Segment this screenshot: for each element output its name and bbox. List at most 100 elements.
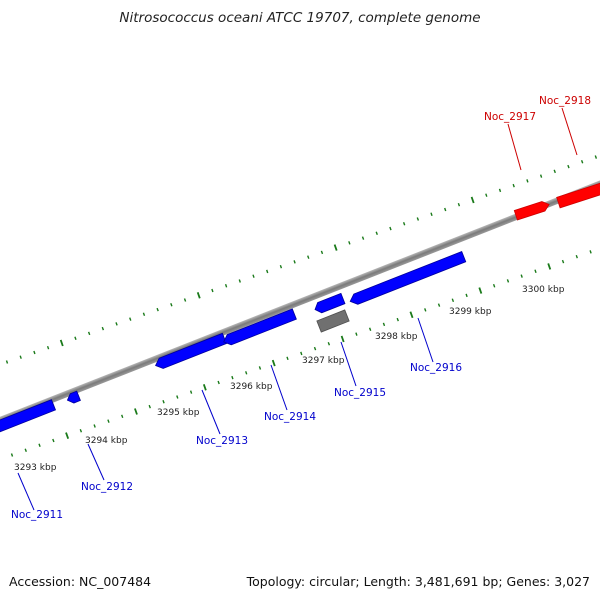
major-tick: [470, 196, 475, 204]
gene-label-noc-2911[interactable]: Noc_2911: [11, 509, 63, 521]
genome-backbone: [0, 174, 600, 430]
minor-tick: [589, 250, 592, 254]
minor-tick: [148, 404, 151, 409]
major-tick: [409, 311, 414, 319]
minor-tick: [465, 293, 468, 298]
minor-tick: [492, 283, 496, 288]
minor-tick: [258, 366, 262, 370]
genome-summary: Topology: circular; Length: 3,481,691 bp…: [246, 574, 590, 589]
minor-tick: [553, 169, 556, 174]
minor-tick: [361, 236, 365, 240]
gene-label-noc-2917[interactable]: Noc_2917: [484, 111, 536, 123]
minor-tick: [424, 308, 427, 312]
scale-label-3294: 3294 kbp: [85, 436, 128, 446]
minor-tick: [594, 155, 598, 159]
minor-tick: [498, 188, 502, 193]
major-tick: [59, 339, 64, 347]
minor-tick: [224, 283, 228, 288]
minor-tick: [211, 288, 214, 293]
minor-tick: [506, 279, 510, 283]
minor-tick: [293, 260, 296, 264]
scale-label-3299: 3299 kbp: [449, 307, 492, 317]
minor-tick: [307, 255, 310, 259]
gene-noc-2913[interactable]: [154, 332, 227, 370]
minor-tick: [526, 179, 529, 183]
minor-tick: [375, 231, 378, 236]
minor-tick: [402, 222, 406, 226]
minor-tick: [286, 356, 289, 361]
major-tick: [196, 292, 201, 299]
gene-label-noc-2914[interactable]: Noc_2914: [264, 411, 316, 423]
scale-label-3298: 3298 kbp: [375, 332, 418, 342]
major-tick: [547, 263, 552, 270]
minor-tick: [368, 327, 372, 332]
gene-label-noc-2913[interactable]: Noc_2913: [196, 435, 248, 447]
minor-tick: [575, 254, 578, 259]
minor-tick: [320, 250, 324, 255]
minor-tick: [10, 453, 14, 457]
minor-tick: [183, 298, 187, 302]
outer-tick-ring: [5, 155, 598, 364]
gene-noc-2915-block[interactable]: [313, 292, 346, 314]
minor-tick: [170, 303, 173, 307]
minor-tick: [87, 331, 91, 336]
minor-tick: [156, 307, 159, 312]
accession-label: Accession: NC_007484: [9, 574, 152, 589]
minor-tick: [279, 264, 283, 269]
gene-noc-2914[interactable]: [222, 308, 297, 347]
gene-label-noc-2912[interactable]: Noc_2912: [81, 481, 133, 493]
minor-tick: [534, 269, 537, 274]
minor-tick: [176, 395, 179, 399]
minor-tick: [327, 342, 331, 346]
minor-tick: [189, 390, 193, 394]
gene-noc-2917[interactable]: [513, 200, 550, 221]
gene-noc-2911[interactable]: [0, 399, 57, 439]
minor-tick: [567, 164, 570, 169]
leader-lines: [17, 107, 578, 511]
minor-tick: [24, 448, 27, 452]
minor-tick: [355, 332, 358, 336]
gene-label-noc-2916[interactable]: Noc_2916: [410, 362, 462, 374]
major-tick: [134, 408, 138, 415]
minor-tick: [437, 303, 441, 307]
minor-tick: [238, 279, 241, 283]
minor-tick: [245, 371, 248, 375]
minor-tick: [389, 226, 392, 231]
gene-noc-2918[interactable]: [556, 175, 600, 209]
minor-tick: [348, 241, 351, 245]
minor-tick: [107, 419, 110, 423]
gene-noc-2916[interactable]: [348, 251, 467, 307]
minor-tick: [512, 183, 515, 188]
scale-label-3297: 3297 kbp: [302, 356, 345, 366]
minor-tick: [430, 212, 433, 217]
major-tick: [65, 432, 70, 440]
minor-tick: [162, 400, 165, 404]
minor-tick: [217, 380, 220, 385]
minor-tick: [231, 375, 234, 380]
minor-tick: [457, 202, 461, 207]
minor-tick: [33, 350, 36, 355]
minor-tick: [539, 174, 543, 178]
gene-label-noc-2915[interactable]: Noc_2915: [334, 387, 386, 399]
inner-tick-ring: [10, 250, 592, 457]
minor-tick: [520, 274, 523, 278]
gene-noc-2915[interactable]: [316, 309, 350, 333]
minor-tick: [382, 322, 386, 327]
minor-tick: [580, 160, 584, 164]
minor-tick: [313, 346, 317, 351]
minor-tick: [74, 336, 77, 340]
minor-tick: [396, 317, 399, 322]
minor-tick: [38, 443, 41, 448]
minor-tick: [142, 312, 146, 317]
scale-label-3293: 3293 kbp: [14, 463, 57, 473]
scale-label-3300: 3300 kbp: [522, 285, 565, 295]
minor-tick: [300, 351, 303, 356]
minor-tick: [93, 424, 96, 428]
minor-tick: [416, 217, 420, 221]
scale-label-3295: 3295 kbp: [157, 408, 200, 418]
gene-noc-2912[interactable]: [66, 390, 81, 405]
minor-tick: [46, 345, 50, 350]
major-tick: [478, 287, 483, 294]
gene-label-noc-2918[interactable]: Noc_2918: [539, 95, 591, 107]
minor-tick: [266, 269, 269, 274]
